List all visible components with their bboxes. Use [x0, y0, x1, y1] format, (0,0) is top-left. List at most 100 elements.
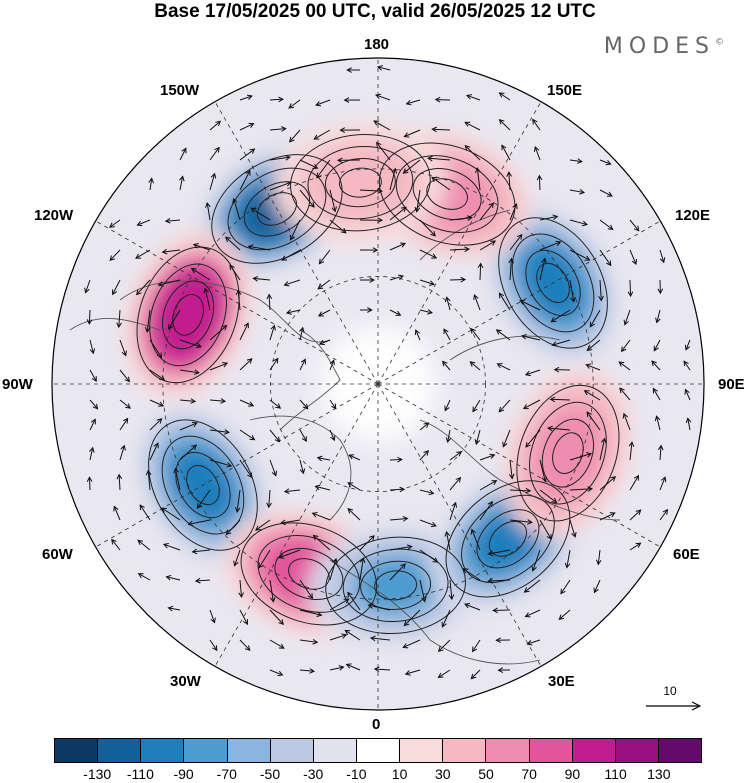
wind-vector [284, 279, 301, 286]
wind-vector [569, 249, 590, 261]
wind-vector [109, 219, 121, 228]
wind-vector [359, 558, 364, 581]
wind-vector [389, 518, 408, 521]
wind-vector [318, 309, 331, 317]
wind-vector-head [598, 295, 604, 302]
wind-vector-head [551, 341, 558, 347]
wind-vector-head [516, 233, 523, 240]
wind-vector-head [403, 132, 410, 138]
wind-vector [236, 489, 241, 512]
wind-vector-head [329, 359, 335, 366]
wind-vector-head [522, 404, 529, 410]
wind-vector-head [377, 217, 384, 224]
wind-vector-head [584, 255, 591, 261]
wind-vector-head [527, 519, 533, 525]
meridian [377, 220, 661, 385]
wind-vector [162, 249, 181, 253]
lon-label-60w: 60W [42, 546, 73, 563]
wind-vector-head [653, 345, 659, 352]
wind-vector-head [220, 398, 227, 404]
wind-vector [165, 219, 181, 222]
height-contour [240, 522, 378, 626]
wind-vector [239, 639, 251, 651]
wind-vector [234, 549, 241, 566]
wind-vector-head [423, 422, 430, 428]
wind-vector [269, 579, 274, 602]
wind-vector-head [610, 476, 617, 482]
wind-vector-layer [84, 65, 692, 680]
wind-vector [239, 170, 251, 191]
colorbar-swatch [572, 739, 616, 762]
wind-vector-head [137, 573, 144, 579]
wind-vector [209, 639, 218, 651]
wind-vector-head [524, 370, 531, 377]
wind-vector [312, 512, 331, 521]
wind-vector-head [635, 542, 642, 548]
wind-vector-head [194, 577, 201, 584]
height-contour [136, 246, 240, 384]
wind-vector-head [255, 525, 261, 531]
wind-vector-head [336, 157, 343, 164]
wind-vector-head [234, 506, 241, 513]
wind-vector-head [348, 454, 355, 460]
wind-vector [659, 249, 665, 263]
wind-vector [209, 325, 227, 341]
wind-vector-head [437, 646, 444, 653]
height-contour [325, 536, 466, 635]
wind-vector-head [347, 482, 354, 488]
wind-vector-head [395, 310, 402, 316]
wind-vector-head [444, 405, 450, 412]
wind-vector [269, 459, 277, 476]
wind-vector [508, 172, 511, 191]
wind-vector-head [372, 247, 379, 253]
wind-vector-head [432, 557, 439, 563]
wind-vector [329, 189, 336, 212]
wind-vector-head [547, 425, 553, 432]
wind-vector-head [427, 155, 433, 162]
wind-vector [586, 364, 601, 371]
wind-vector [496, 329, 511, 341]
wind-vector [683, 360, 691, 371]
wind-vector [168, 309, 181, 330]
wind-vector [569, 453, 592, 461]
wind-vector [449, 217, 472, 221]
wind-vector [299, 579, 313, 599]
wind-vector [269, 325, 275, 341]
wind-vector-head [192, 243, 199, 249]
wind-vector-head [309, 201, 315, 208]
wind-vector-head [317, 311, 324, 317]
wind-vector-head [404, 670, 411, 676]
wind-vector-head [258, 562, 264, 569]
wind-vector-head [428, 489, 435, 496]
colorbar-tick-label: 90 [564, 766, 581, 782]
wind-vector-head [414, 329, 421, 336]
wind-vector [209, 362, 228, 371]
wind-vector-head [299, 468, 306, 475]
wind-vector [204, 288, 211, 311]
wind-vector [118, 309, 121, 328]
wind-vector-head [487, 578, 494, 584]
wind-vector-head [344, 629, 351, 636]
wind-vector [497, 363, 511, 371]
wind-vector [146, 309, 151, 332]
wind-vector [539, 489, 557, 503]
wind-vector-head [369, 277, 376, 283]
wind-vector [149, 339, 162, 358]
wind-vector [179, 399, 196, 402]
coastline [419, 419, 621, 521]
wind-vector [469, 361, 481, 371]
colorbar-tick-label: 110 [604, 766, 627, 782]
wind-vector-head [593, 587, 599, 594]
wind-vector [375, 94, 391, 101]
wind-vector-head [414, 206, 421, 213]
wind-vector-head [551, 497, 558, 504]
wind-vector [168, 607, 181, 611]
meridian [377, 383, 542, 667]
wind-vector [444, 399, 451, 411]
wind-vector [443, 328, 451, 341]
wind-vector [239, 123, 254, 131]
wind-vector [539, 215, 558, 221]
wind-vector [524, 579, 541, 593]
colorbar-tick-label: -50 [259, 766, 281, 782]
wind-vector [488, 549, 511, 555]
